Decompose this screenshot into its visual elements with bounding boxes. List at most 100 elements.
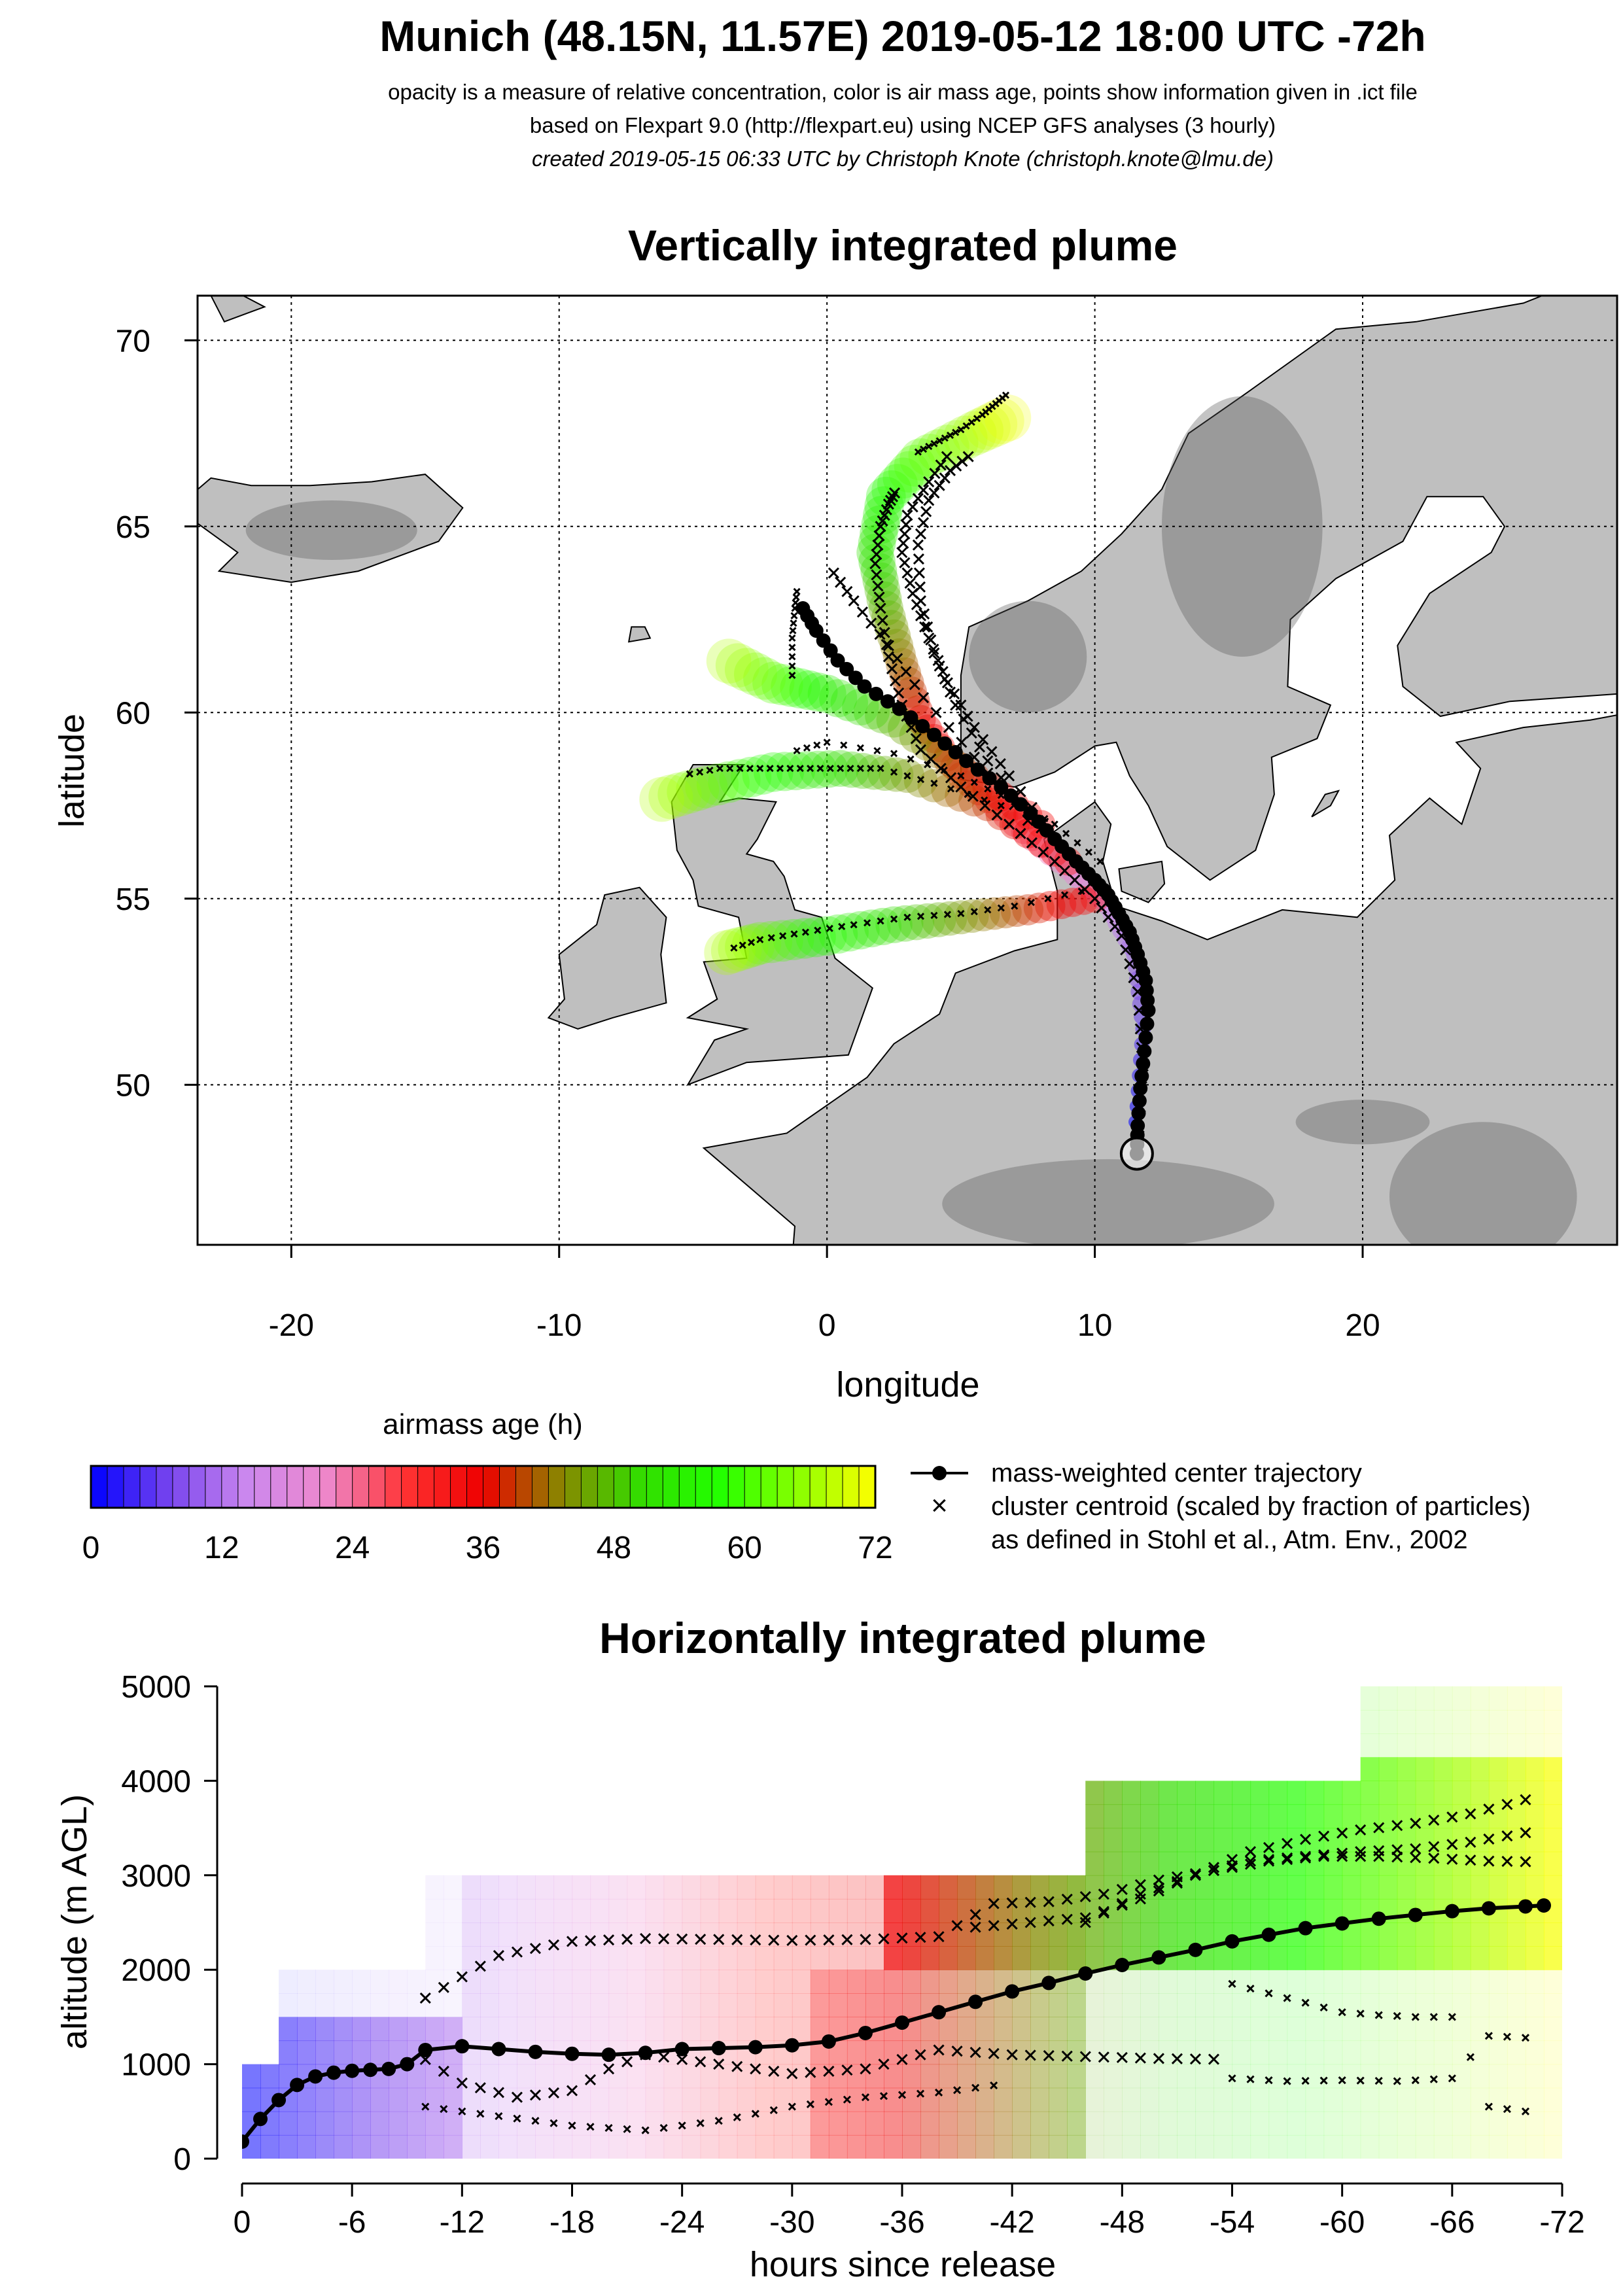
altitude-cluster-6-5-1 <box>806 2100 814 2109</box>
cluster-centroid-0-9-2 <box>890 675 901 687</box>
altitude-cell-61-9 <box>1360 1922 1380 1947</box>
altitude-cluster-0-13-2 <box>1300 1852 1312 1864</box>
mountain-shading-1 <box>1389 1122 1577 1245</box>
altitude-cell-23-2 <box>663 2087 683 2112</box>
altitude-cell-61-1 <box>1360 2111 1380 2136</box>
altitude-cluster-1-7-1 <box>1373 1822 1385 1834</box>
plume-blob-1-3-3 <box>788 751 826 790</box>
altitude-cell-43-6 <box>1030 1993 1049 2017</box>
altitude-cluster-3-11-1 <box>1098 2051 1109 2063</box>
altitude-cell-54-0 <box>1232 2134 1251 2159</box>
altitude-cell-55-0 <box>1250 2134 1270 2159</box>
altitude-cell-70-3 <box>1525 2064 1544 2089</box>
altitude-cell-47-5 <box>1104 2017 1123 2042</box>
altitude-cluster-3-12-3 <box>1208 2053 1220 2065</box>
center-trajectory-point-63 <box>795 600 811 616</box>
cluster-centroid-8-1-3 <box>952 428 960 436</box>
altitude-cell-30-7 <box>792 1970 811 1994</box>
altitude-cell-22-2 <box>645 2087 665 2112</box>
altitude-cell-58-0 <box>1305 2134 1325 2159</box>
altitude-cell-58-15 <box>1305 1781 1325 1805</box>
altitude-cell-11-8 <box>444 1946 462 1970</box>
altitude-cell-39-9 <box>957 1922 976 1947</box>
altitude-cell-3-2 <box>297 2087 316 2112</box>
cluster-centroid-5-2-0 <box>957 910 965 918</box>
cluster-centroid-0-5-1 <box>1038 846 1049 858</box>
cluster-centroid-0-6-0 <box>1003 818 1015 830</box>
altitude-cell-61-5 <box>1360 2017 1380 2042</box>
altitude-cell-29-1 <box>773 2111 793 2136</box>
altitude-cell-18-5 <box>572 2017 591 2042</box>
altitude-cell-27-6 <box>737 1993 756 2017</box>
altitude-cell-68-7 <box>1488 1970 1508 1994</box>
altitude-cluster-4-6-0 <box>1448 2013 1456 2021</box>
scandinavia-land <box>960 296 1617 881</box>
altitude-cluster-3-8-0 <box>860 2063 871 2075</box>
cluster-centroid-4-0-1 <box>981 796 988 804</box>
altitude-cluster-2-0-2 <box>1116 1898 1128 1909</box>
altitude-cell-38-0 <box>939 2134 958 2159</box>
altitude-cluster-2-5-1 <box>1373 1845 1385 1856</box>
plume-blob-0-13-5 <box>984 394 1032 442</box>
cluster-centroid-6-5-3 <box>793 747 801 755</box>
cluster-centroid-0-12-2 <box>872 539 884 551</box>
altitude-cell-3-7 <box>297 1970 316 1994</box>
altitude-cell-39-8 <box>957 1946 976 1970</box>
altitude-cell-16-0 <box>535 2134 555 2159</box>
altitude-cell-17-8 <box>553 1946 573 1970</box>
cluster-centroid-5-5-0 <box>801 928 809 936</box>
altitude-cluster-6-7-1 <box>953 2086 962 2095</box>
altitude-cell-71-17 <box>1543 1733 1562 1758</box>
cluster-centroid-1-8-0 <box>923 476 935 488</box>
altitude-cell-16-11 <box>535 1875 555 1900</box>
altitude-cell-45-8 <box>1067 1946 1086 1970</box>
altitude-cell-65-0 <box>1433 2134 1453 2159</box>
center-trajectory-point-40 <box>1013 797 1028 812</box>
colorbar-tick-label-48: 48 <box>597 1531 631 1565</box>
altitude-cell-38-1 <box>939 2111 958 2136</box>
cluster-centroid-4-3-3 <box>807 765 814 773</box>
altitude-cell-52-14 <box>1195 1804 1215 1829</box>
altitude-cell-33-0 <box>846 2134 866 2159</box>
altitude-cell-56-7 <box>1268 1970 1288 1994</box>
altitude-cell-17-6 <box>553 1993 573 2017</box>
altitude-cell-70-9 <box>1525 1922 1544 1947</box>
altitude-cluster-5-3-1 <box>1411 2076 1420 2085</box>
cluster-centroid-5-6-0 <box>756 935 764 943</box>
altitude-center-point-14 <box>565 2046 580 2061</box>
altitude-cell-12-9 <box>462 1922 481 1947</box>
plume-blob-2-5-2 <box>725 925 769 969</box>
altitude-cell-41-5 <box>994 2017 1013 2042</box>
altitude-cluster-3-7-3 <box>841 2064 853 2076</box>
altitude-cell-50-5 <box>1159 2017 1178 2042</box>
altitude-cell-41-3 <box>994 2064 1013 2089</box>
cluster-centroid-1-5-1 <box>904 578 916 589</box>
altitude-cell-71-18 <box>1543 1710 1562 1734</box>
altitude-cell-62-9 <box>1378 1922 1398 1947</box>
altitude-center-point-19 <box>748 2040 763 2055</box>
cluster-centroid-5-5-2 <box>779 932 787 940</box>
altitude-cluster-2-1-0 <box>1134 1888 1146 1900</box>
altitude-cell-30-1 <box>792 2111 811 2136</box>
map-plot-area <box>198 296 1617 1245</box>
altitude-cell-70-2 <box>1525 2087 1544 2112</box>
plume-blob-2-2-4 <box>898 904 935 941</box>
altitude-cell-49-2 <box>1140 2087 1159 2112</box>
altitude-cell-16-6 <box>535 1993 555 2017</box>
altitude-cell-71-5 <box>1543 2017 1562 2042</box>
altitude-cell-51-3 <box>1177 2064 1196 2089</box>
colorbar-step-25 <box>498 1465 517 1508</box>
altitude-cell-62-0 <box>1378 2134 1398 2159</box>
cluster-centroid-6-0-0 <box>1096 858 1104 865</box>
altitude-cluster-1-8-1 <box>1428 1815 1440 1826</box>
altitude-cell-8-1 <box>389 2111 408 2136</box>
altitude-cell-0-3 <box>242 2064 261 2089</box>
altitude-cell-14-10 <box>498 1898 518 1923</box>
plume-blob-0-9-3 <box>862 562 899 599</box>
gotland-land <box>1311 790 1340 818</box>
cluster-centroid-1-6-3 <box>900 519 912 531</box>
altitude-cell-36-7 <box>902 1970 921 1994</box>
altitude-cell-37-10 <box>920 1898 939 1923</box>
altitude-cluster-0-3-1 <box>658 1933 670 1945</box>
colorbar-step-17 <box>368 1465 386 1508</box>
